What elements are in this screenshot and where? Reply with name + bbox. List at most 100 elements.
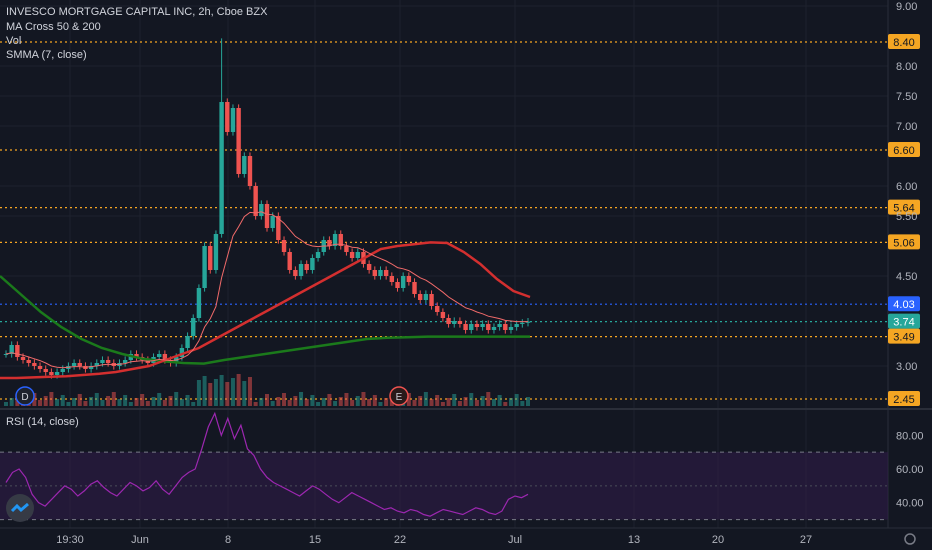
- y-tick: 9.00: [896, 1, 917, 13]
- volume-bar: [247, 377, 252, 406]
- candle-body: [452, 321, 457, 324]
- x-tick: 8: [225, 534, 231, 546]
- volume-bar: [259, 398, 264, 406]
- x-tick: 15: [309, 534, 321, 546]
- volume-bar: [344, 393, 349, 406]
- ma-cross-label[interactable]: MA Cross 50 & 200: [6, 21, 101, 33]
- candle-body: [213, 234, 219, 270]
- volume-bar: [106, 396, 111, 406]
- volume-bar: [384, 398, 389, 406]
- candle-body: [105, 360, 111, 363]
- volume-bar: [89, 397, 94, 406]
- volume-bar: [202, 376, 207, 406]
- volume-bar: [83, 401, 88, 406]
- volume-bar: [299, 392, 304, 406]
- volume-bar: [225, 382, 230, 406]
- candle-body: [191, 318, 196, 336]
- y-tick: 7.00: [896, 121, 917, 133]
- candle-body: [156, 354, 162, 357]
- candle-body: [304, 264, 309, 270]
- x-tick: 20: [712, 534, 724, 546]
- level-badge-3.49: [888, 328, 920, 344]
- level-label-5.64: 5.64: [893, 203, 914, 215]
- candle-body: [264, 204, 270, 228]
- y-tick: 5.50: [896, 211, 917, 223]
- candle-body: [417, 294, 423, 300]
- candle-body: [293, 270, 298, 276]
- volume-bar: [435, 395, 440, 406]
- candle-body: [400, 276, 406, 288]
- candle-body: [435, 306, 440, 312]
- vol-label[interactable]: Vol: [6, 35, 22, 47]
- volume-bar: [236, 374, 241, 406]
- candle-body: [185, 336, 190, 348]
- volume-bar: [128, 402, 133, 406]
- candle-body: [253, 186, 258, 216]
- candle-body: [344, 246, 349, 252]
- candle-body: [32, 363, 37, 366]
- volume-bar: [304, 399, 309, 406]
- volume-bar: [55, 399, 60, 406]
- smma-label[interactable]: SMMA (7, close): [6, 49, 87, 61]
- candle-body: [3, 354, 9, 355]
- candle-body: [230, 108, 236, 132]
- volume-bar: [191, 402, 196, 406]
- volume-bar: [219, 375, 224, 406]
- candle-body: [389, 276, 395, 282]
- x-tick: 19:30: [56, 534, 84, 546]
- volume-bar: [406, 393, 411, 406]
- volume-bar: [179, 399, 184, 406]
- rsi-y-tick: 60.00: [896, 464, 924, 476]
- tradingview-logo[interactable]: [6, 494, 34, 522]
- candle-body: [469, 324, 474, 330]
- candle-body: [162, 354, 168, 360]
- candle-body: [338, 234, 343, 246]
- candle-body: [88, 366, 94, 369]
- marker-label-D: D: [21, 392, 28, 403]
- volume-bar: [94, 393, 99, 406]
- candle-body: [122, 360, 128, 363]
- level-label-3.49: 3.49: [893, 332, 914, 344]
- volume-bar: [367, 399, 372, 406]
- volume-bar: [469, 393, 474, 406]
- settings-icon[interactable]: [904, 533, 916, 545]
- y-tick: 8.00: [896, 61, 917, 73]
- marker-D: [15, 386, 35, 406]
- candle-body: [236, 108, 241, 174]
- volume-bar: [4, 402, 8, 406]
- volume-bar: [514, 394, 519, 406]
- volume-bar: [491, 399, 496, 406]
- volume-bar: [66, 402, 71, 406]
- volume-bar: [157, 393, 162, 406]
- candle-body: [474, 324, 480, 327]
- candle-body: [457, 321, 463, 324]
- x-tick: 27: [800, 534, 812, 546]
- candle-body: [366, 264, 372, 270]
- volume-bar: [333, 401, 338, 406]
- rsi-y-tick: 40.00: [896, 498, 924, 510]
- candle-body: [332, 234, 338, 246]
- volume-bar: [429, 399, 434, 406]
- candle-body: [446, 318, 451, 324]
- settings-icon-ring: [904, 533, 916, 545]
- volume-bar: [293, 396, 298, 406]
- volume-bar: [520, 401, 525, 406]
- rsi-label[interactable]: RSI (14, close): [6, 416, 79, 428]
- candle-body: [270, 216, 275, 228]
- volume-bar: [423, 392, 428, 406]
- volume-bar: [276, 397, 281, 406]
- volume-bar: [196, 380, 201, 406]
- candle-body: [208, 246, 213, 270]
- candle-body: [179, 348, 185, 357]
- candle-body: [9, 345, 14, 354]
- candle-body: [202, 246, 207, 288]
- volume-bar: [111, 392, 116, 406]
- volume-bar: [230, 378, 235, 406]
- volume-bar: [77, 394, 82, 406]
- x-tick: 13: [628, 534, 640, 546]
- volume-bar: [378, 402, 383, 406]
- volume-bar: [174, 392, 179, 406]
- candle-body: [440, 312, 446, 318]
- candle-body: [412, 282, 417, 294]
